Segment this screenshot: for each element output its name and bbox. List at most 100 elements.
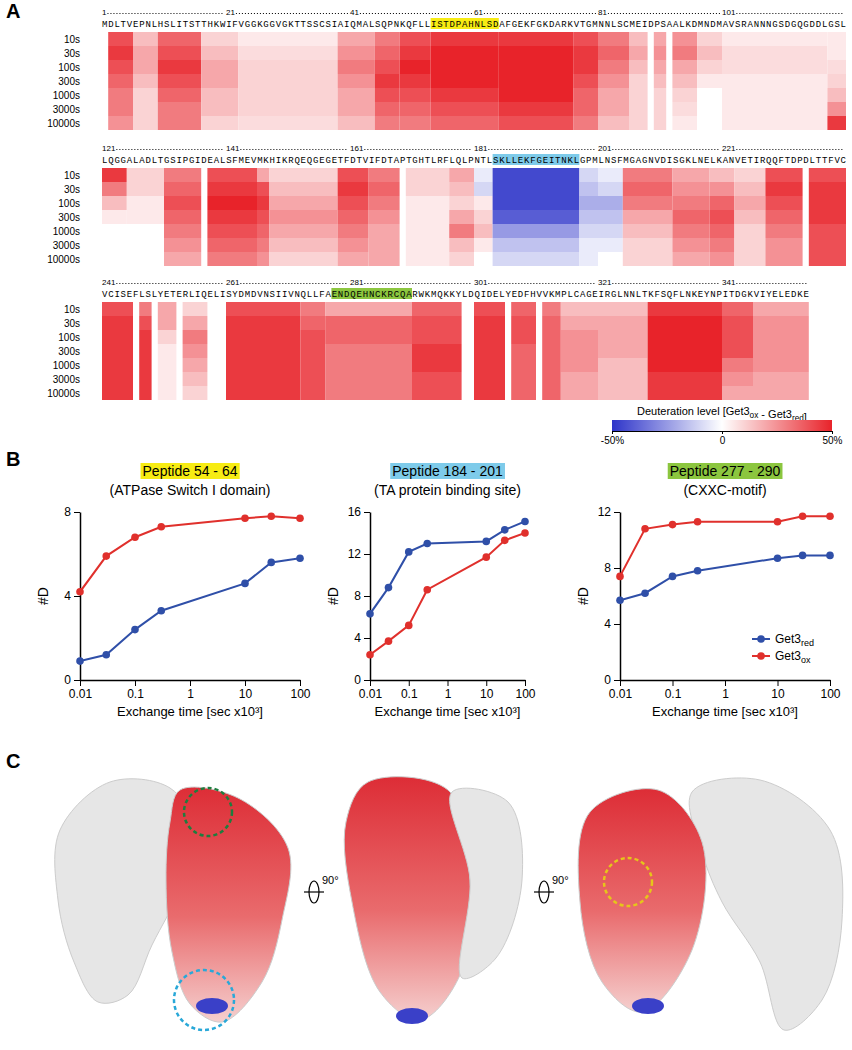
heatmap-cell bbox=[406, 182, 449, 196]
structure-views: 90°90° bbox=[55, 777, 843, 1031]
heatmap-cell bbox=[431, 32, 499, 46]
sequence: MDLTVEPNLHSLITSTTHKWIFVGGKGGVGKTTSSCSIAI… bbox=[102, 20, 846, 30]
y-axis-title: #D bbox=[575, 587, 591, 605]
heatmap-cell bbox=[765, 238, 802, 252]
heatmap-cell bbox=[431, 88, 499, 102]
residue-number: 1 bbox=[102, 8, 107, 17]
heatmap-cell bbox=[102, 224, 127, 238]
line-chart: Peptide 277 - 290(CXXC-motif)0.010.11101… bbox=[575, 463, 841, 719]
heatmap-cell bbox=[598, 46, 629, 60]
series-marker bbox=[76, 657, 84, 665]
heatmap-cell bbox=[226, 330, 300, 344]
y-tick-label: 12 bbox=[598, 505, 612, 519]
y-tick-mark bbox=[364, 638, 370, 639]
series-line bbox=[620, 555, 830, 600]
heatmap-cell bbox=[511, 330, 536, 344]
series-marker bbox=[423, 540, 431, 548]
heatmap-cell bbox=[672, 102, 697, 116]
heatmap-cell bbox=[201, 102, 238, 116]
x-tick-label: 10 bbox=[480, 687, 494, 701]
colorbar-tick-label: -50% bbox=[601, 435, 624, 446]
heatmap-cell bbox=[400, 32, 431, 46]
heatmap-cell bbox=[102, 238, 127, 252]
heatmap-cell bbox=[164, 196, 201, 210]
residue-number: 341 bbox=[722, 278, 736, 287]
heatmap-cell bbox=[722, 60, 827, 74]
numbering-dots bbox=[240, 149, 348, 150]
heatmap-cell bbox=[158, 330, 177, 344]
heatmap-cell bbox=[369, 210, 400, 224]
heatmap-cell bbox=[474, 344, 505, 358]
heatmap-cell bbox=[269, 238, 337, 252]
legend-item: Get3red bbox=[752, 632, 814, 648]
series-marker bbox=[501, 526, 509, 534]
x-tick-mark bbox=[778, 680, 779, 686]
numbering-dots bbox=[236, 13, 348, 14]
heatmap-cell bbox=[734, 224, 765, 238]
time-label: 10000s bbox=[47, 118, 80, 129]
heatmap-cell bbox=[511, 372, 536, 386]
title-highlight bbox=[390, 463, 505, 479]
heatmap-cell bbox=[493, 196, 580, 210]
heatmap-cell bbox=[257, 196, 269, 210]
time-label: 3000s bbox=[53, 104, 80, 115]
series-marker bbox=[423, 586, 431, 594]
residue-number: 41 bbox=[350, 8, 359, 17]
y-tick: 0 bbox=[604, 673, 620, 687]
heatmap-cell bbox=[827, 102, 846, 116]
heatmap-cell bbox=[325, 386, 412, 400]
y-tick-label: 8 bbox=[64, 505, 71, 519]
heatmap-cell bbox=[672, 196, 709, 210]
heatmap-cell bbox=[561, 302, 598, 316]
time-label: 30s bbox=[64, 184, 80, 195]
heatmap-cell bbox=[369, 182, 400, 196]
y-tick: 8 bbox=[354, 589, 370, 603]
y-tick-mark bbox=[614, 680, 620, 681]
surface-patch bbox=[632, 998, 664, 1014]
x-tick-label: 0.01 bbox=[359, 687, 383, 701]
heatmap-cell bbox=[257, 182, 269, 196]
series-marker bbox=[102, 552, 110, 560]
heatmap-cell bbox=[697, 46, 722, 60]
surface-patch bbox=[396, 1008, 428, 1024]
heatmap-cell bbox=[474, 224, 493, 238]
heatmap-cell bbox=[183, 316, 208, 330]
y-tick-mark bbox=[614, 512, 620, 513]
heatmap-block: VCISEFLSLYETERLIQELISYDMDVNSIIVNQLLFAEND… bbox=[47, 278, 809, 399]
heatmap-cell bbox=[499, 46, 573, 60]
x-tick-mark bbox=[190, 680, 191, 686]
series-marker bbox=[131, 626, 139, 634]
heatmap-cell bbox=[629, 32, 648, 46]
numbering-dots bbox=[116, 149, 224, 150]
heatmap-cell bbox=[598, 182, 623, 196]
x-tick-mark bbox=[448, 680, 449, 686]
heatmap-cell bbox=[201, 60, 238, 74]
heatmap-cell bbox=[325, 316, 412, 330]
heatmap-cell bbox=[375, 60, 400, 74]
heatmap-cell bbox=[257, 238, 269, 252]
heatmap-cell bbox=[158, 316, 177, 330]
colorbar-tick-mark bbox=[722, 431, 723, 434]
sequence: LQGGALADLTGSIPGIDEALSFMEVMKHIKRQEQGEGETF… bbox=[102, 156, 847, 166]
heatmap-cell bbox=[139, 372, 151, 386]
heatmap-cell bbox=[765, 210, 802, 224]
heatmap-cell bbox=[542, 386, 561, 400]
heatmap-cell bbox=[338, 238, 369, 252]
heatmap-cell bbox=[102, 330, 133, 344]
heatmap-cell bbox=[598, 224, 623, 238]
series-marker bbox=[694, 518, 702, 526]
heatmap-cell bbox=[338, 196, 369, 210]
heatmap-cell bbox=[579, 238, 598, 252]
heatmap-cell bbox=[207, 168, 257, 182]
heatmap-cell bbox=[325, 302, 412, 316]
y-tick: 0 bbox=[354, 673, 370, 687]
residue-number: 261 bbox=[226, 278, 240, 287]
heatmap-cell bbox=[573, 60, 598, 74]
numbering-dots bbox=[240, 283, 348, 284]
heatmap-cell bbox=[672, 252, 709, 266]
x-tick-mark bbox=[245, 680, 246, 686]
heatmap-cell bbox=[158, 386, 177, 400]
numbering-dots bbox=[736, 149, 844, 150]
legend-swatch-marker bbox=[757, 652, 765, 660]
heatmap-cell bbox=[139, 316, 151, 330]
